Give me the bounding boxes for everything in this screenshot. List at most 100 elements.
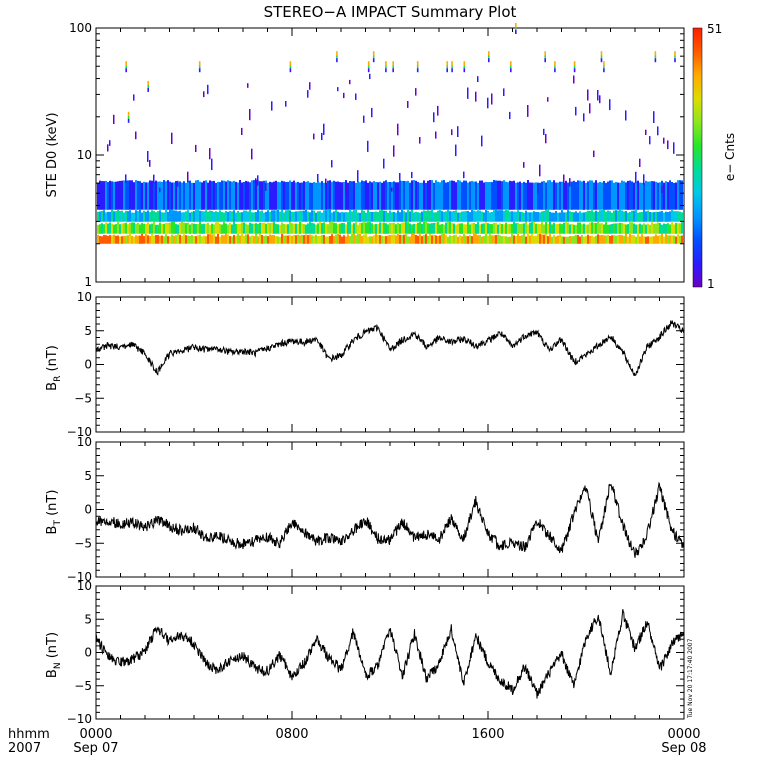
heatmap-cells — [97, 23, 683, 244]
bn-axes: −10 −5 0 5 10 — [67, 579, 685, 726]
heatmap-cell — [485, 209, 487, 222]
heatmap-cell — [639, 182, 641, 210]
heatmap-cell — [543, 224, 545, 234]
heatmap-cell — [509, 223, 511, 234]
heatmap-cell — [297, 181, 299, 210]
heatmap-cell — [125, 235, 127, 244]
heatmap-cell — [557, 182, 559, 210]
heatmap-speck — [573, 75, 575, 84]
streak-upper — [510, 61, 512, 66]
heatmap-cell — [455, 224, 457, 234]
streak-upper — [336, 51, 338, 56]
heatmap-cell — [133, 182, 135, 210]
heatmap-cell — [273, 210, 275, 222]
heatmap-cell — [201, 211, 203, 222]
heatmap-cell — [515, 182, 517, 210]
heatmap-cell — [553, 222, 555, 234]
heatmap-speck — [537, 184, 539, 195]
heatmap-cell — [209, 233, 211, 244]
heatmap-cell — [161, 224, 163, 234]
heatmap-cell — [187, 210, 189, 222]
heatmap-cell — [335, 223, 337, 234]
heatmap-cell — [479, 224, 481, 234]
heatmap-cell — [437, 181, 439, 210]
heatmap-cell — [491, 224, 493, 234]
streak-upper — [463, 61, 466, 66]
heatmap-cell — [551, 212, 553, 222]
streak-upper — [554, 61, 556, 66]
streak-lower — [674, 58, 676, 63]
heatmap-cell — [365, 222, 367, 234]
heatmap-speck — [321, 132, 323, 141]
heatmap-cell — [183, 234, 185, 244]
heatmap-cell — [657, 182, 659, 210]
heatmap-cell — [391, 234, 393, 244]
heatmap-cell — [455, 234, 457, 244]
heatmap-cell — [399, 212, 401, 222]
heatmap-cell — [657, 235, 659, 244]
heatmap-cell — [363, 210, 365, 222]
heatmap-cell — [487, 182, 489, 210]
heatmap-cell — [433, 212, 435, 222]
heatmap-cell — [407, 236, 409, 244]
heatmap-cell — [203, 180, 205, 210]
heatmap-cell — [549, 180, 551, 210]
heatmap-cell — [405, 221, 407, 234]
heatmap-cell — [189, 180, 191, 210]
heatmap-cell — [613, 182, 615, 210]
heatmap-cell — [221, 234, 223, 244]
heatmap-cell — [553, 212, 555, 222]
heatmap-cell — [679, 211, 681, 222]
heatmap-cell — [541, 234, 543, 244]
heatmap-speck — [355, 93, 357, 100]
heatmap-cell — [651, 212, 653, 222]
heatmap-cell — [539, 224, 541, 234]
heatmap-cell — [489, 182, 491, 210]
heatmap-cell — [177, 224, 179, 234]
heatmap-cell — [103, 224, 105, 234]
heatmap-cell — [257, 236, 259, 244]
heatmap-cell — [429, 210, 431, 222]
heatmap-cell — [551, 236, 553, 244]
streak-mid — [198, 65, 201, 69]
heatmap-cell — [467, 236, 469, 244]
heatmap-cell — [671, 222, 673, 234]
heatmap-cell — [655, 234, 657, 244]
heatmap-cell — [471, 223, 473, 234]
heatmap-cell — [431, 235, 433, 244]
heatmap-cell — [467, 182, 469, 210]
heatmap-cell — [133, 222, 135, 234]
heatmap-cell — [533, 235, 535, 244]
heatmap-cell — [415, 211, 417, 222]
heatmap-speck — [317, 174, 319, 182]
heatmap-cell — [451, 180, 453, 210]
heatmap-cell — [261, 223, 263, 234]
heatmap-speck — [523, 162, 525, 168]
heatmap-cell — [413, 223, 415, 234]
heatmap-cell — [195, 209, 197, 222]
heatmap-cell — [469, 224, 471, 234]
heatmap-cell — [105, 180, 107, 210]
heatmap-cell — [657, 222, 659, 234]
heatmap-cell — [665, 224, 667, 234]
heatmap-cell — [139, 224, 141, 234]
time-tick-label: 1600 — [471, 727, 504, 742]
heatmap-x-ticks — [95, 28, 685, 282]
streak-mid — [515, 27, 517, 30]
heatmap-cell — [237, 211, 239, 222]
heatmap-cell — [141, 222, 143, 234]
heatmap-cell — [593, 182, 595, 210]
heatmap-cell — [129, 233, 131, 244]
heatmap-cell — [129, 210, 131, 222]
heatmap-cell — [161, 181, 163, 210]
heatmap-cell — [367, 182, 369, 210]
heatmap-cell — [247, 211, 249, 222]
heatmap-speck — [491, 93, 493, 105]
heatmap-cell — [251, 180, 253, 210]
heatmap-cell — [121, 210, 123, 222]
heatmap-cell — [397, 234, 399, 244]
heatmap-cell — [565, 180, 567, 210]
heatmap-cell — [681, 235, 683, 244]
heatmap-cell — [333, 222, 335, 234]
streak-lower — [127, 118, 130, 123]
